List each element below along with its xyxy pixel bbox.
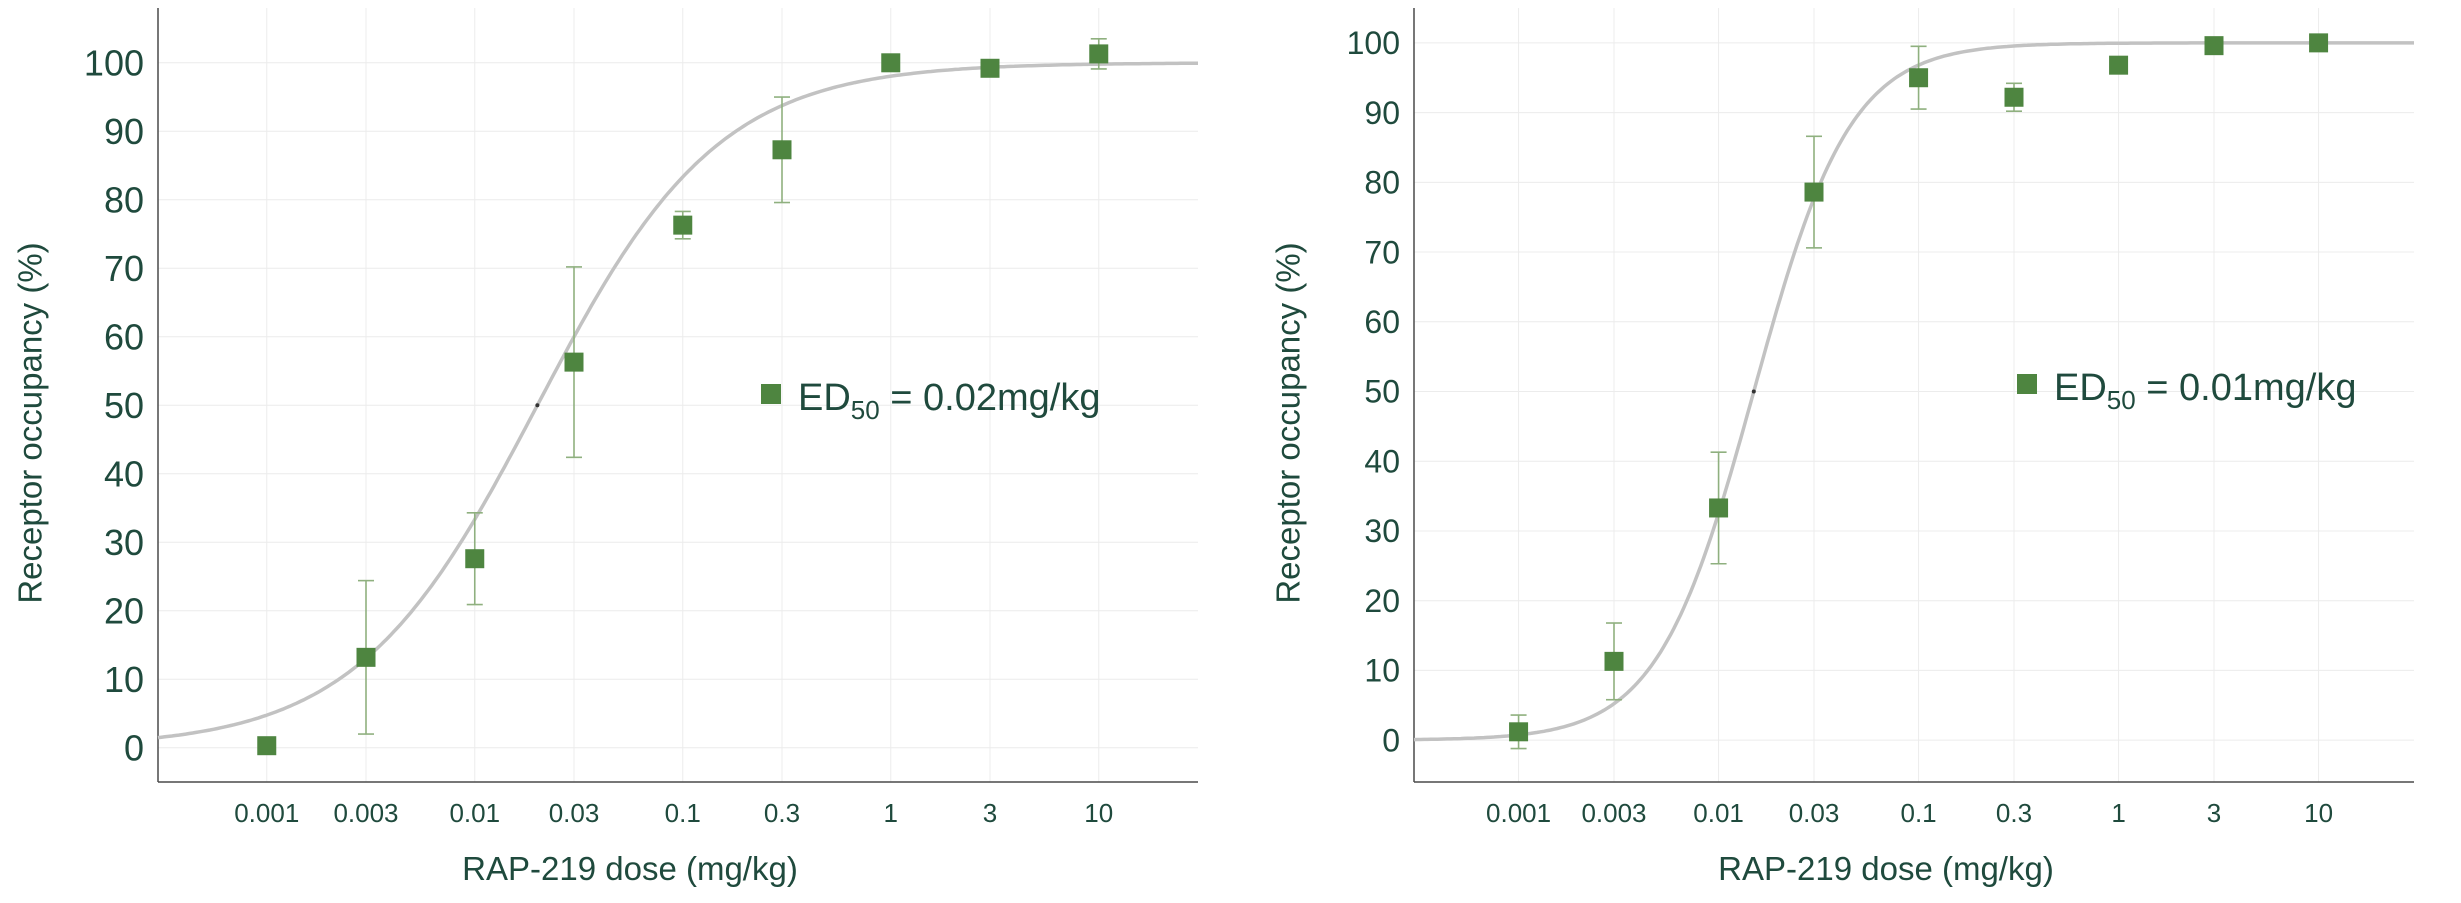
y-tick-label: 80	[1364, 165, 1400, 201]
data-point	[1804, 182, 1824, 202]
y-tick-label: 30	[1364, 513, 1400, 549]
chart-right: 0 10 20 30 40 50 60 70 80 90 100 0.001 0.003 0.01 0.03…	[1270, 8, 2414, 887]
x-tick-label: 10	[2304, 798, 2333, 828]
y-tick-label: 10	[104, 659, 144, 700]
y-axis-title: Receptor occupancy (%)	[12, 242, 49, 603]
data-point	[2204, 36, 2224, 56]
legend: ED50 = 0.02mg/kg	[761, 377, 1100, 425]
x-tick-label: 3	[2207, 798, 2221, 828]
data-point	[257, 736, 277, 756]
legend-label: ED50 = 0.01mg/kg	[2054, 367, 2356, 415]
data-point	[980, 58, 1000, 78]
x-tick-label: 0.003	[333, 798, 398, 828]
data-point	[465, 549, 485, 569]
y-axis-title: Receptor occupancy (%)	[1270, 242, 1307, 603]
y-tick-label: 50	[104, 385, 144, 426]
y-tick-label: 10	[1364, 653, 1400, 689]
data-point	[1709, 498, 1729, 518]
fit-curve	[157, 61, 1198, 740]
data-point	[2309, 33, 2329, 53]
y-tick-label: 40	[104, 453, 144, 494]
data-point	[2109, 55, 2129, 75]
y-tick-label: 100	[1347, 25, 1400, 61]
y-tick-label: 80	[104, 179, 144, 220]
x-tick-label: 0.3	[1996, 798, 2032, 828]
y-tick-label: 0	[1382, 722, 1400, 758]
x-tick-label: 0.01	[449, 798, 500, 828]
y-tick-label: 20	[1364, 583, 1400, 619]
ed50-point	[535, 403, 540, 408]
y-tick-label: 40	[1364, 443, 1400, 479]
data-point	[1909, 68, 1929, 88]
x-tick-label: 0.3	[764, 798, 800, 828]
x-tick-label: 0.01	[1693, 798, 1744, 828]
x-tick-label: 0.1	[1900, 798, 1936, 828]
y-tick-label: 60	[104, 316, 144, 357]
legend-marker	[2017, 374, 2037, 394]
data-point	[2004, 87, 2024, 107]
chart-left: 0 10 20 30 40 50 60 70 80 90 100 0.001 0.003 0.01 0.03…	[12, 8, 1198, 887]
x-tick-label: 0.001	[1486, 798, 1551, 828]
y-tick-label: 70	[104, 248, 144, 289]
y-tick-label: 70	[1364, 234, 1400, 270]
x-tick-label: 10	[1084, 798, 1113, 828]
x-axis-title: RAP-219 dose (mg/kg)	[462, 850, 798, 887]
y-tick-label: 90	[104, 111, 144, 152]
y-tick-label: 20	[104, 590, 144, 631]
x-tick-label: 0.03	[549, 798, 600, 828]
y-tick-label: 90	[1364, 95, 1400, 131]
legend-label: ED50 = 0.02mg/kg	[798, 377, 1100, 425]
y-tick-label: 0	[124, 727, 144, 768]
legend: ED50 = 0.01mg/kg	[2017, 367, 2356, 415]
data-point	[356, 647, 376, 667]
y-tick-label: 100	[84, 42, 144, 83]
data-point	[564, 352, 584, 372]
x-tick-label: 3	[983, 798, 997, 828]
fit-curve	[1413, 41, 2414, 742]
y-tick-label: 30	[104, 522, 144, 563]
data-point	[1509, 722, 1529, 742]
ed50-point	[1751, 389, 1756, 394]
x-tick-label: 0.03	[1789, 798, 1840, 828]
x-tick-label: 0.001	[234, 798, 299, 828]
x-axis-title: RAP-219 dose (mg/kg)	[1718, 850, 2054, 887]
x-tick-label: 0.1	[665, 798, 701, 828]
y-tick-label: 50	[1364, 374, 1400, 410]
x-tick-label: 0.003	[1581, 798, 1646, 828]
legend-marker	[761, 384, 781, 404]
x-tick-label: 1	[884, 798, 898, 828]
data-point	[772, 140, 792, 160]
data-point	[1604, 651, 1624, 671]
data-point	[881, 53, 901, 73]
data-point	[1089, 44, 1109, 64]
y-tick-label: 60	[1364, 304, 1400, 340]
x-tick-label: 1	[2111, 798, 2125, 828]
data-point	[673, 215, 693, 235]
